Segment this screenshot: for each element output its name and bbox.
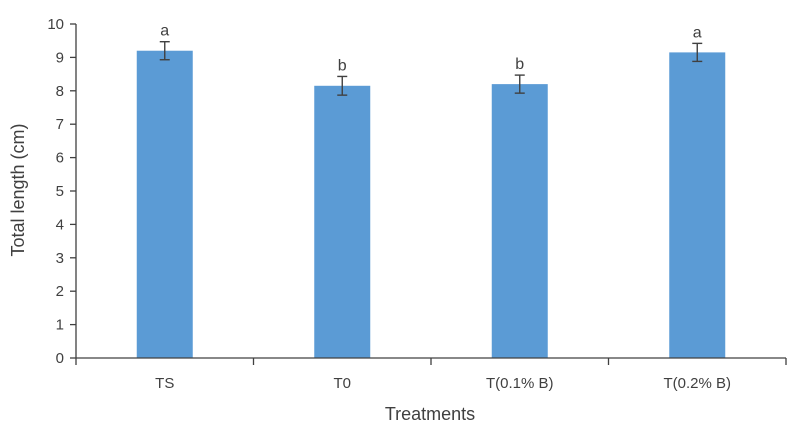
y-tick-label: 1: [56, 317, 64, 334]
x-tick-label: TS: [155, 375, 174, 392]
error-bars: [159, 41, 703, 96]
bar: [314, 85, 371, 358]
bar: [491, 84, 548, 359]
x-tick-label: T(0.2% B): [663, 375, 731, 392]
x-tick-label: T0: [333, 375, 351, 392]
x-axis-ticks: TS T0 T(0.1% B) T(0.2% B): [75, 358, 787, 392]
y-tick-label: 5: [56, 183, 64, 200]
y-tick-label: 10: [47, 16, 64, 33]
significance-letter: a: [693, 24, 702, 41]
significance-letter: b: [515, 56, 524, 73]
x-tick-label: T(0.1% B): [486, 375, 554, 392]
significance-letters: a b b a: [160, 23, 702, 75]
y-tick-label: 8: [56, 83, 64, 100]
bar: [669, 52, 726, 358]
y-tick-label: 6: [56, 150, 64, 167]
y-tick-label: 2: [56, 283, 64, 300]
bar: [136, 50, 193, 358]
significance-letter: b: [338, 57, 347, 74]
significance-letter: a: [160, 23, 169, 40]
y-tick-label: 9: [56, 49, 64, 66]
y-tick-label: 0: [56, 350, 64, 367]
y-tick-label: 4: [56, 216, 64, 233]
y-axis-ticks: 0 1 2 3 4 5 6 7 8 9 10: [47, 16, 76, 367]
y-axis-title: Total length (cm): [8, 123, 28, 256]
bars: [136, 50, 726, 359]
y-tick-label: 7: [56, 116, 64, 133]
x-axis-title: Treatments: [385, 404, 475, 424]
y-tick-label: 3: [56, 250, 64, 267]
